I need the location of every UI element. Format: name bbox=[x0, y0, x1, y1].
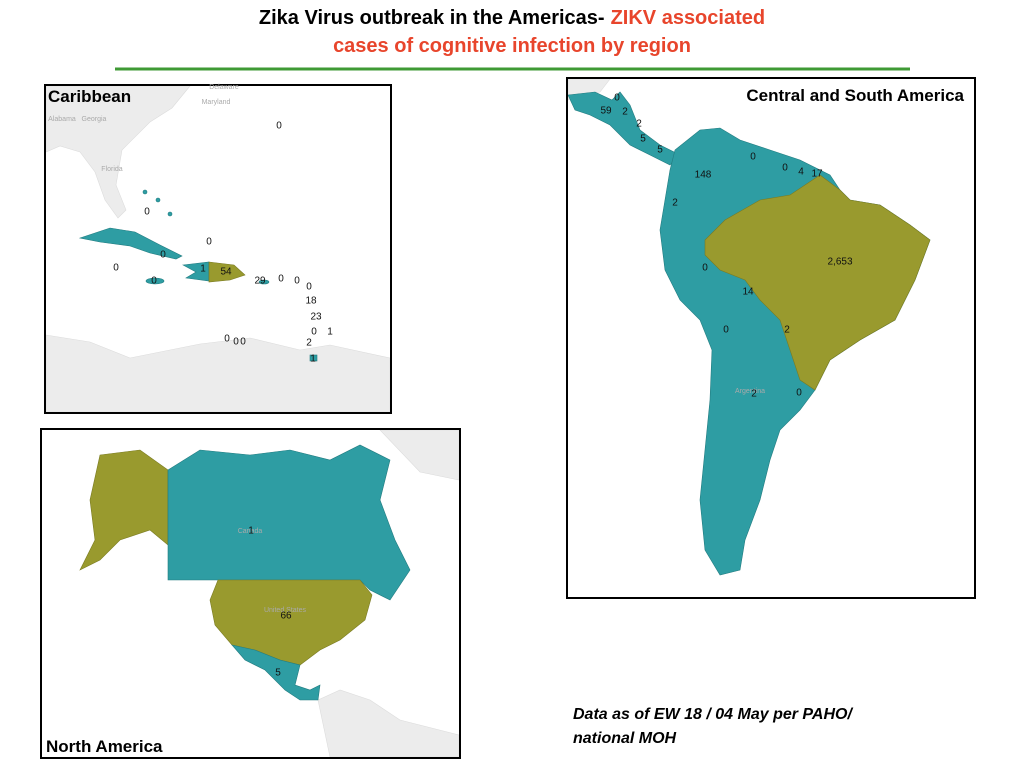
case-count: 0 bbox=[113, 263, 119, 274]
place-name: Maryland bbox=[202, 99, 231, 106]
case-count: 0 bbox=[160, 250, 166, 261]
place-name: Argentina bbox=[735, 388, 765, 395]
case-count: 0 bbox=[151, 276, 157, 287]
case-count: 2 bbox=[784, 325, 790, 336]
case-count: 0 bbox=[311, 327, 317, 338]
case-count: 0 bbox=[306, 282, 312, 293]
slide-title: Zika Virus outbreak in the Americas- ZIKV… bbox=[259, 7, 765, 29]
case-count: 0 bbox=[294, 276, 300, 287]
north-america-map bbox=[40, 428, 461, 759]
case-count: 2,653 bbox=[827, 257, 852, 268]
case-count: 18 bbox=[305, 296, 317, 307]
case-count: 0 bbox=[796, 388, 802, 399]
title-highlight: cases of cognitive infection by region bbox=[333, 35, 691, 57]
case-count: 66 bbox=[280, 611, 292, 622]
place-name: Georgia bbox=[82, 116, 107, 123]
case-count: 1 bbox=[248, 526, 254, 537]
place-name: Delaware bbox=[209, 84, 239, 91]
case-count: 2 bbox=[306, 338, 312, 349]
case-count: 0 bbox=[240, 337, 246, 348]
case-count: 0 bbox=[723, 325, 729, 336]
case-count: 148 bbox=[695, 170, 712, 181]
panel-title: Caribbean bbox=[48, 87, 131, 106]
caribbean-map bbox=[44, 84, 392, 414]
case-count: 1 bbox=[327, 327, 333, 338]
case-count: 4 bbox=[798, 167, 804, 178]
panel-title: Central and South America bbox=[746, 86, 964, 105]
place-name: Canada bbox=[238, 528, 263, 535]
place-name: United States bbox=[264, 607, 307, 614]
case-count: 1 bbox=[200, 264, 206, 275]
south-america-map bbox=[566, 77, 976, 599]
title-highlight: ZIKV associated bbox=[611, 7, 766, 29]
case-count: 23 bbox=[310, 312, 322, 323]
footnote: national MOH bbox=[573, 730, 677, 747]
case-count: 1 bbox=[310, 354, 316, 365]
case-count: 2 bbox=[672, 198, 678, 209]
case-count: 0 bbox=[702, 263, 708, 274]
case-count: 2 bbox=[622, 107, 628, 118]
place-name: Alabama bbox=[48, 116, 76, 123]
case-count: 54 bbox=[220, 267, 232, 278]
case-count: 0 bbox=[782, 163, 788, 174]
panel-title: North America bbox=[46, 737, 163, 756]
case-count: 0 bbox=[278, 274, 284, 285]
case-count: 5 bbox=[657, 145, 663, 156]
case-count: 0 bbox=[614, 93, 620, 104]
case-count: 0 bbox=[233, 337, 239, 348]
title-lead: Zika Virus outbreak in the Americas- bbox=[259, 7, 605, 29]
case-count: 5 bbox=[640, 134, 646, 145]
case-count: 0 bbox=[206, 237, 212, 248]
case-count: 14 bbox=[742, 287, 754, 298]
case-count: 29 bbox=[254, 276, 266, 287]
footnote: Data as of EW 18 / 04 May per PAHO/ bbox=[573, 706, 853, 723]
case-count: 17 bbox=[811, 169, 823, 180]
case-count: 2 bbox=[751, 389, 757, 400]
case-count: 0 bbox=[224, 334, 230, 345]
case-count: 5 bbox=[275, 668, 281, 679]
case-count: 2 bbox=[636, 119, 642, 130]
case-count: 0 bbox=[750, 152, 756, 163]
place-name: Florida bbox=[101, 166, 123, 173]
case-count: 0 bbox=[276, 121, 282, 132]
case-count: 59 bbox=[600, 106, 612, 117]
case-count: 0 bbox=[144, 207, 150, 218]
